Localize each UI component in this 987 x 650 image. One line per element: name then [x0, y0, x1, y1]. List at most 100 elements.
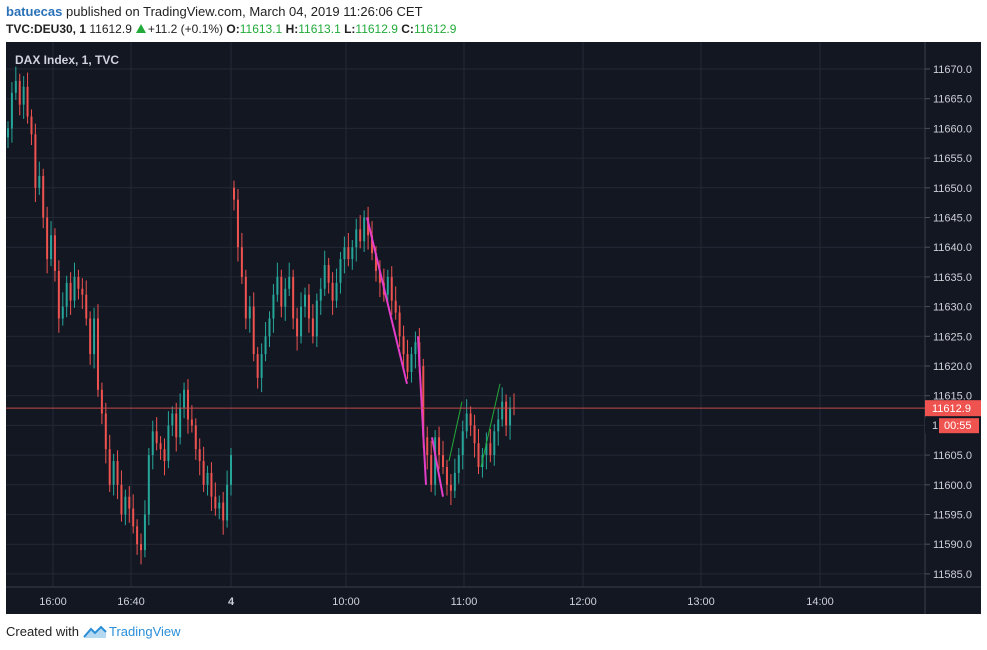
candle — [256, 346, 259, 389]
y-tick-label: 11640.0 — [933, 242, 972, 254]
candle — [493, 424, 496, 466]
countdown-badge: 1 00:55 — [925, 418, 979, 434]
x-tick-label: 16:00 — [39, 596, 67, 608]
candle — [501, 387, 504, 427]
candle — [394, 286, 397, 320]
candle — [430, 440, 433, 492]
tradingview-link[interactable]: TradingView — [108, 624, 181, 639]
candle — [359, 215, 362, 249]
price-axis[interactable] — [925, 42, 981, 614]
candle — [53, 228, 56, 282]
candle — [233, 180, 235, 211]
candle — [398, 305, 401, 347]
author-link[interactable]: batuecas — [6, 4, 63, 19]
candle — [434, 430, 437, 496]
current-price-label: 11612.9 — [932, 403, 971, 415]
y-tick-label: 11620.0 — [933, 361, 972, 373]
candle — [230, 447, 232, 496]
grid — [6, 42, 925, 587]
candle — [151, 420, 154, 470]
candle — [198, 438, 201, 476]
candle — [276, 262, 279, 302]
candle — [128, 485, 131, 523]
candle — [509, 396, 512, 440]
up-arrow-icon — [135, 24, 146, 33]
candle — [89, 311, 92, 365]
candle — [77, 269, 80, 300]
candle — [461, 420, 464, 470]
candle — [14, 66, 17, 100]
candle — [473, 414, 476, 458]
candle — [284, 278, 287, 321]
chart-title: DAX Index, 1, TVC — [15, 53, 119, 67]
candle — [244, 269, 247, 330]
high-label: H: — [285, 22, 299, 36]
candle — [363, 210, 366, 252]
candle — [210, 462, 213, 511]
candle — [93, 307, 96, 369]
candle — [445, 459, 448, 496]
candle — [280, 269, 283, 318]
candle — [26, 72, 29, 124]
low-value: 11612.9 — [355, 22, 398, 36]
x-tick-labels: 16:00 16:40 4 10:00 11:00 12:00 13:00 14:00 — [39, 596, 834, 608]
candle — [120, 470, 123, 522]
candle — [426, 426, 429, 470]
candle — [442, 440, 445, 475]
candle — [323, 250, 326, 296]
candle — [485, 432, 488, 470]
candle — [315, 293, 318, 347]
trend-line — [431, 437, 444, 497]
x-tick-label: 12:00 — [569, 596, 597, 608]
tradingview-logo-icon — [83, 625, 107, 638]
candle — [240, 232, 243, 285]
candle — [202, 446, 205, 492]
candle — [183, 382, 186, 419]
candle — [163, 438, 166, 476]
current-price-badge: 11612.9 — [925, 400, 981, 417]
candle — [327, 257, 330, 294]
candle — [206, 465, 209, 496]
candle — [351, 240, 354, 270]
y-tick-label: 11615.0 — [933, 391, 972, 403]
x-tick-label: 10:00 — [332, 596, 360, 608]
candle — [190, 405, 193, 433]
candle — [222, 491, 225, 535]
candle — [311, 304, 314, 344]
candle — [18, 73, 21, 116]
y-tick-label: 11650.0 — [933, 183, 972, 195]
candle — [175, 402, 178, 452]
open-value: 11613.1 — [239, 22, 283, 36]
candle — [136, 519, 139, 555]
candle — [42, 168, 45, 229]
y-tick-label: 11625.0 — [933, 331, 972, 343]
candle — [167, 411, 170, 469]
candle — [30, 109, 33, 146]
candle — [214, 482, 217, 516]
candle — [108, 434, 111, 492]
candle — [469, 406, 472, 437]
countdown-label: 00:55 — [944, 420, 972, 432]
candle — [155, 417, 158, 451]
trend-line — [448, 401, 463, 462]
candle — [347, 232, 350, 267]
trend-line — [480, 383, 501, 468]
candle — [465, 399, 468, 439]
candle — [457, 447, 460, 484]
candle — [132, 494, 135, 534]
svg-text:1: 1 — [932, 420, 938, 432]
candle — [410, 346, 413, 383]
candle — [69, 272, 72, 315]
last-price: 11612.9 — [89, 22, 132, 36]
candle — [378, 260, 381, 298]
candle — [7, 121, 9, 149]
candle — [65, 275, 68, 318]
candle — [171, 406, 174, 437]
candle — [402, 325, 405, 369]
y-tick-label: 11670.0 — [933, 64, 972, 76]
candle — [319, 278, 322, 315]
price-chart[interactable]: 11585.011590.011595.011600.011605.011610… — [6, 42, 981, 614]
high-value: 11613.1 — [298, 22, 341, 36]
candle — [307, 284, 310, 333]
candle — [406, 339, 409, 380]
